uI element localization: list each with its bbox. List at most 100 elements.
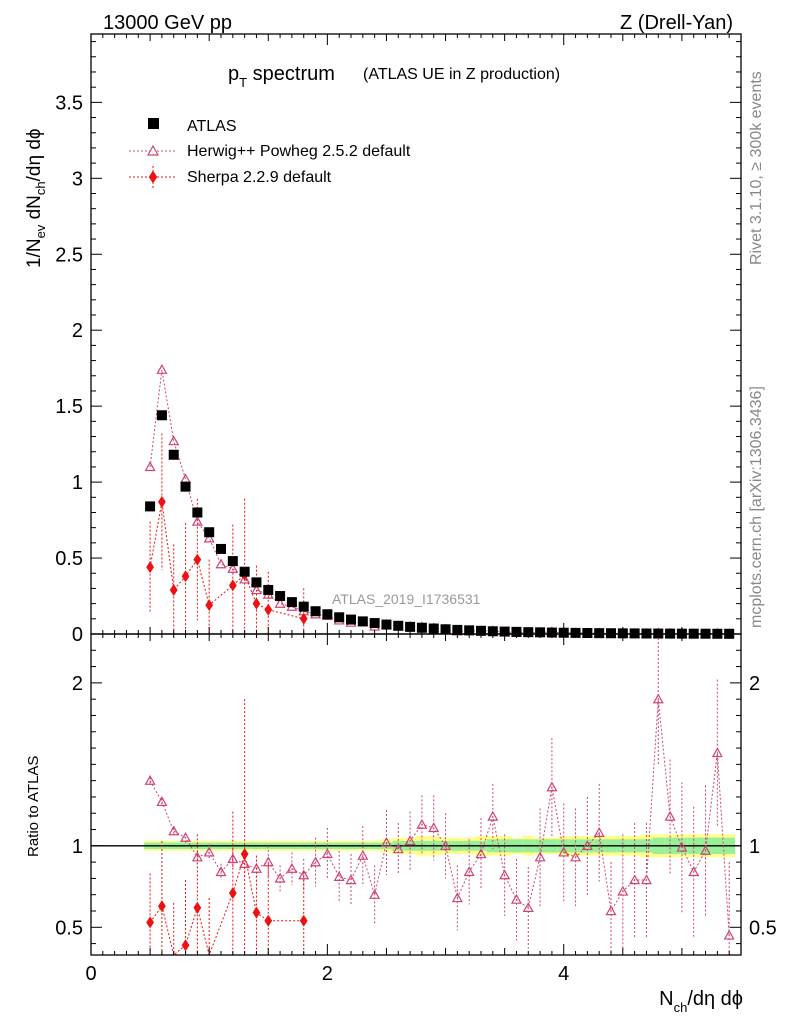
atlas-point — [369, 618, 380, 629]
herwig-ratio-point — [274, 872, 286, 883]
herwig-ratio-point — [463, 866, 475, 877]
herwig-ratio-point — [652, 693, 664, 704]
atlas-point — [381, 619, 392, 630]
herwig-ratio-point — [499, 869, 511, 880]
herwig-ratio-point — [723, 929, 735, 940]
sherpa-ratio-point — [193, 901, 202, 914]
sherpa-point — [264, 603, 273, 616]
sherpa-point — [252, 597, 261, 610]
herwig-ratio-point — [215, 866, 227, 877]
herwig-ratio-point — [570, 851, 582, 862]
atlas-point — [416, 622, 427, 633]
ratio-y-tick-label-right: 2 — [749, 673, 760, 695]
atlas-point — [168, 449, 179, 460]
atlas-point — [310, 606, 321, 617]
legend: ATLAS Herwig++ Powheg 2.5.2 default Sher… — [129, 118, 411, 188]
herwig-ratio-point — [534, 851, 546, 862]
herwig-ratio-point — [286, 862, 298, 873]
rivet-label: Rivet 3.1.10, ≥ 300k events — [748, 71, 765, 265]
y-tick-label: 3 — [72, 168, 83, 190]
herwig-ratio-point — [688, 866, 700, 877]
herwig-ratio-point — [593, 827, 605, 837]
x-tick-label: 0 — [85, 963, 96, 985]
x-axis-label: Nch/dη dϕ — [659, 988, 743, 1015]
atlas-point — [357, 616, 368, 627]
herwig-ratio-point — [629, 874, 641, 885]
herwig-ratio-point — [404, 835, 416, 846]
herwig-ratio-point — [605, 905, 617, 916]
atlas-point — [239, 566, 250, 577]
atlas-point — [452, 624, 463, 635]
sherpa-point — [228, 579, 237, 592]
herwig-ratio-point — [144, 774, 156, 785]
herwig-ratio-point — [310, 856, 322, 867]
x-tick-label: 2 — [322, 963, 333, 985]
herwig-ratio-point — [357, 849, 369, 860]
herwig-ratio-point — [522, 902, 534, 912]
herwig-ratio-point — [475, 848, 487, 859]
sherpa-point — [169, 583, 178, 596]
y-tick-label: 3.5 — [55, 92, 83, 114]
herwig-point — [168, 435, 180, 446]
ratio-y-axis-label: Ratio to ATLAS — [25, 756, 42, 857]
herwig-ratio-point — [345, 874, 357, 885]
sherpa-ratio-line — [149, 853, 304, 957]
atlas-point — [156, 410, 167, 421]
herwig-ratio-point — [156, 796, 168, 807]
sherpa-ratio-point — [299, 914, 308, 927]
legend-marker-herwig — [146, 144, 160, 156]
herwig-ratio-point — [227, 853, 239, 864]
atlas-point — [286, 597, 297, 608]
y-tick-label: 1.5 — [55, 396, 83, 418]
chart-subtitle: (ATLAS UE in Z production) — [363, 66, 560, 83]
y-tick-label: 2 — [72, 320, 83, 342]
ratio-y-tick-label-right: 0.5 — [749, 917, 777, 939]
header-right: Z (Drell-Yan) — [620, 12, 733, 34]
atlas-point — [227, 556, 238, 567]
watermark: ATLAS_2019_I1736531 — [332, 591, 481, 607]
herwig-ratio-point — [428, 822, 440, 833]
herwig-ratio-point — [321, 848, 333, 859]
herwig-ratio-point — [416, 818, 428, 829]
mcplots-label: mcplots.cern.ch [arXiv:1306.3436] — [748, 386, 765, 628]
herwig-ratio-line — [149, 699, 730, 936]
y-axis-label: 1/Nev dNch/dη dϕ — [24, 128, 48, 268]
ratio-y-tick-label: 2 — [72, 673, 83, 695]
y-tick-label: 2.5 — [55, 244, 83, 266]
sherpa-ratio-point — [228, 887, 237, 900]
sherpa-point — [193, 553, 202, 566]
sherpa-ratio-point — [146, 916, 154, 929]
herwig-point — [274, 597, 286, 608]
herwig-point — [203, 532, 215, 543]
ratio-y-tick-label: 0.5 — [55, 917, 83, 939]
sherpa-point — [205, 599, 214, 612]
legend-label-herwig: Herwig++ Powheg 2.5.2 default — [187, 143, 411, 160]
atlas-point — [251, 577, 262, 588]
atlas-point — [216, 543, 226, 554]
herwig-point — [156, 363, 168, 374]
herwig-point — [227, 562, 239, 573]
sherpa-ratio-point — [240, 847, 249, 860]
atlas-point — [145, 501, 156, 512]
herwig-ratio-point — [203, 846, 215, 857]
herwig-ratio-point — [711, 747, 723, 758]
y-tick-label: 0 — [72, 624, 83, 646]
atlas-point — [204, 527, 215, 538]
ratio-y-tick-label-right: 1 — [749, 836, 760, 858]
herwig-ratio-point — [676, 841, 688, 852]
atlas-point — [322, 609, 333, 620]
atlas-point — [275, 591, 286, 602]
herwig-ratio-point — [191, 851, 203, 862]
sherpa-ratio-point — [158, 900, 166, 913]
herwig-ratio-point — [664, 810, 676, 821]
sherpa-point — [181, 570, 190, 583]
sherpa-point — [146, 561, 154, 574]
atlas-point — [180, 481, 191, 492]
herwig-point — [215, 558, 227, 569]
herwig-ratio-point — [369, 888, 381, 899]
herwig-ratio-point — [640, 874, 652, 885]
herwig-ratio-point — [510, 893, 522, 904]
sherpa-point — [299, 612, 308, 625]
herwig-ratio-point — [180, 831, 192, 842]
